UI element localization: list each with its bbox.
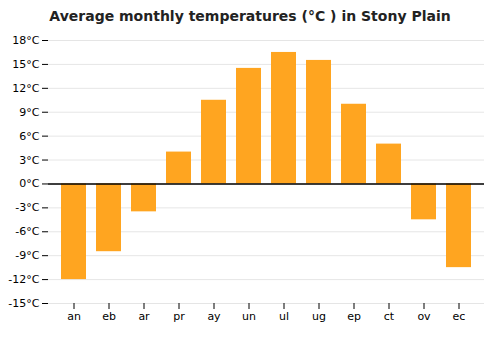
svg-text:ul: ul <box>279 310 289 323</box>
svg-text:ug: ug <box>312 310 326 323</box>
svg-text:-6°C: -6°C <box>15 225 39 238</box>
svg-text:0°C: 0°C <box>19 177 39 190</box>
svg-text:un: un <box>242 310 256 323</box>
svg-text:pr: pr <box>173 310 185 323</box>
svg-text:3°C: 3°C <box>19 154 39 167</box>
svg-text:9°C: 9°C <box>19 106 39 119</box>
html-text:Average monthly temperatures (: Average monthly temperatures (°C ) in St… <box>49 8 451 24</box>
svg-text:ep: ep <box>347 310 361 323</box>
svg-text:ay: ay <box>207 310 221 323</box>
svg-text:15°C: 15°C <box>12 58 39 71</box>
svg-text:ov: ov <box>417 310 431 323</box>
svg-text:12°C: 12°C <box>12 82 39 95</box>
svg-text:-3°C: -3°C <box>15 201 39 214</box>
svg-text:-9°C: -9°C <box>15 249 39 262</box>
svg-text:18°C: 18°C <box>12 34 39 47</box>
svg-text:-12°C: -12°C <box>8 273 39 286</box>
svg-text:ct: ct <box>384 310 395 323</box>
svg-text:eb: eb <box>102 310 116 323</box>
svg-text:ar: ar <box>138 310 150 323</box>
svg-text:6°C: 6°C <box>19 130 39 143</box>
svg-text:-15°C: -15°C <box>8 297 39 310</box>
svg-text:an: an <box>67 310 81 323</box>
svg-text:ec: ec <box>453 310 466 323</box>
